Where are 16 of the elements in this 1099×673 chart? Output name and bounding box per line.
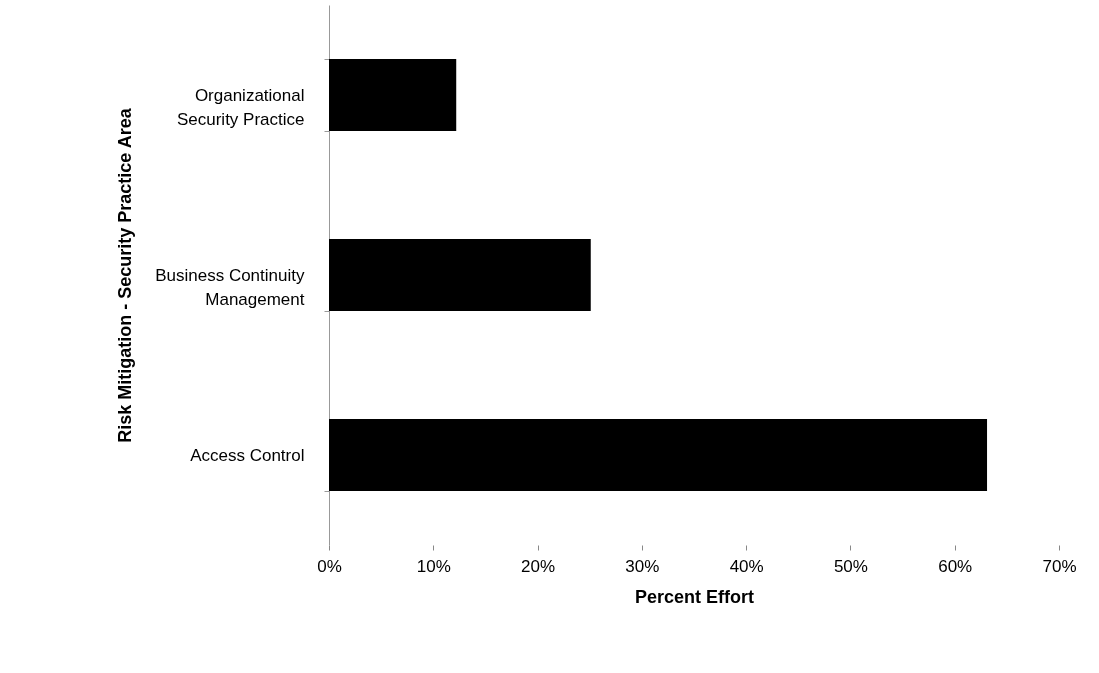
x-tick-label: 50% [833,556,868,576]
x-axis-title: Percent Effort [634,586,755,607]
bar [329,59,457,131]
y-tick-label: Access Control [190,445,305,465]
y-tick-label: Organizational Security Practice [176,85,305,129]
bar [329,239,591,311]
bar [329,419,988,491]
x-tick-label: 60% [938,556,973,576]
y-tick-label: Business Continuity Management [155,265,305,309]
y-axis-title: Risk Mitigation - Security Practice Area [115,107,136,443]
x-tick-label: 70% [1042,556,1077,576]
x-tick-label: 10% [416,556,451,576]
x-tick-label: 0% [317,556,342,576]
x-tick-label: 30% [625,556,660,576]
x-tick-label: 40% [729,556,764,576]
x-tick-label: 20% [521,556,556,576]
